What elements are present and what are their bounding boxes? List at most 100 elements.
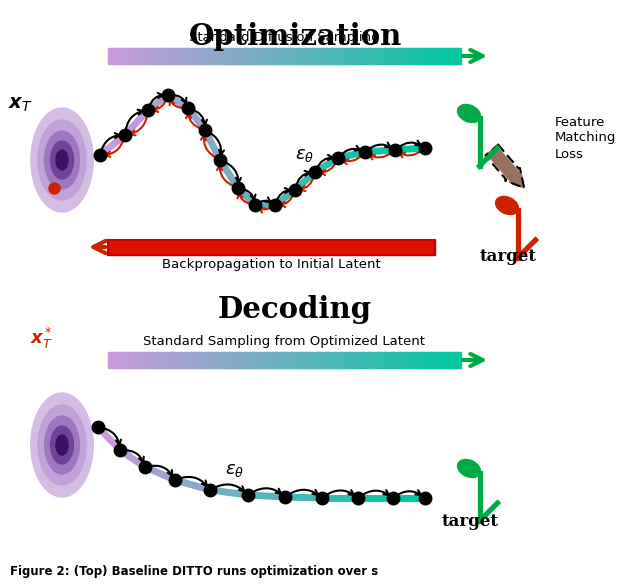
Bar — [272, 48, 274, 64]
Bar — [300, 48, 302, 64]
Bar — [129, 48, 131, 64]
Bar — [150, 48, 152, 64]
Bar — [430, 48, 433, 64]
Bar — [120, 48, 123, 64]
Bar — [446, 48, 448, 64]
Bar — [287, 352, 290, 368]
Bar — [420, 352, 422, 368]
Bar — [141, 48, 144, 64]
Bar — [251, 48, 253, 64]
FancyArrowPatch shape — [123, 450, 144, 462]
Bar — [392, 352, 394, 368]
Bar — [442, 48, 445, 64]
Bar — [186, 352, 188, 368]
Bar — [244, 352, 246, 368]
FancyArrowPatch shape — [300, 175, 314, 191]
Bar — [397, 48, 399, 64]
Bar — [356, 352, 358, 368]
Bar — [420, 48, 422, 64]
Bar — [335, 352, 337, 368]
Bar — [145, 48, 147, 64]
FancyArrowPatch shape — [171, 95, 186, 103]
Bar — [235, 48, 237, 64]
Bar — [210, 352, 212, 368]
Bar — [365, 352, 367, 368]
Bar — [230, 352, 232, 368]
Bar — [214, 48, 216, 64]
Bar — [425, 48, 427, 64]
Bar — [221, 48, 223, 64]
FancyArrowPatch shape — [316, 155, 333, 169]
Bar — [163, 352, 165, 368]
Bar — [184, 48, 186, 64]
Bar — [273, 352, 276, 368]
Bar — [143, 48, 145, 64]
FancyArrowPatch shape — [223, 161, 241, 183]
Bar — [416, 48, 419, 64]
Bar — [458, 48, 461, 64]
FancyArrowPatch shape — [149, 93, 163, 107]
Bar — [291, 48, 293, 64]
Bar — [339, 48, 341, 64]
Bar — [228, 352, 230, 368]
Bar — [131, 352, 133, 368]
Bar — [355, 48, 356, 64]
Bar — [201, 48, 204, 64]
Bar — [370, 352, 372, 368]
Bar — [333, 352, 335, 368]
Bar — [212, 352, 214, 368]
Bar — [245, 352, 248, 368]
Bar — [266, 352, 269, 368]
Bar — [423, 48, 426, 64]
Bar — [138, 352, 140, 368]
Bar — [434, 48, 436, 64]
Bar — [439, 352, 441, 368]
Bar — [314, 48, 316, 64]
Bar — [198, 48, 200, 64]
Bar — [224, 352, 227, 368]
Bar — [263, 48, 265, 64]
FancyArrowPatch shape — [250, 488, 281, 493]
Bar — [233, 352, 236, 368]
Bar — [270, 352, 272, 368]
Bar — [440, 48, 443, 64]
Bar — [423, 352, 426, 368]
Bar — [326, 352, 328, 368]
Bar — [201, 352, 204, 368]
Bar — [374, 48, 376, 64]
Bar — [448, 48, 450, 64]
Bar — [164, 352, 166, 368]
Bar — [134, 48, 137, 64]
FancyArrowPatch shape — [487, 146, 524, 188]
Bar — [444, 352, 447, 368]
Ellipse shape — [458, 460, 481, 478]
Bar — [277, 48, 279, 64]
Bar — [293, 352, 295, 368]
Bar — [196, 48, 198, 64]
Bar — [195, 48, 196, 64]
Bar — [150, 352, 152, 368]
Bar — [205, 352, 207, 368]
Bar — [289, 352, 292, 368]
Bar — [296, 352, 299, 368]
Bar — [376, 352, 378, 368]
Bar — [407, 352, 410, 368]
Bar — [168, 48, 170, 64]
Ellipse shape — [38, 120, 86, 200]
Bar — [428, 352, 431, 368]
Bar — [226, 352, 228, 368]
Bar — [252, 352, 255, 368]
Bar — [414, 352, 417, 368]
Bar — [242, 48, 244, 64]
FancyArrowPatch shape — [237, 193, 252, 204]
Bar — [384, 352, 387, 368]
Bar — [402, 48, 404, 64]
Bar — [365, 48, 367, 64]
FancyArrowPatch shape — [324, 490, 354, 496]
FancyArrowPatch shape — [360, 490, 389, 496]
Bar — [435, 352, 438, 368]
Bar — [289, 48, 292, 64]
Ellipse shape — [31, 393, 93, 497]
Bar — [240, 48, 243, 64]
Ellipse shape — [38, 405, 86, 485]
